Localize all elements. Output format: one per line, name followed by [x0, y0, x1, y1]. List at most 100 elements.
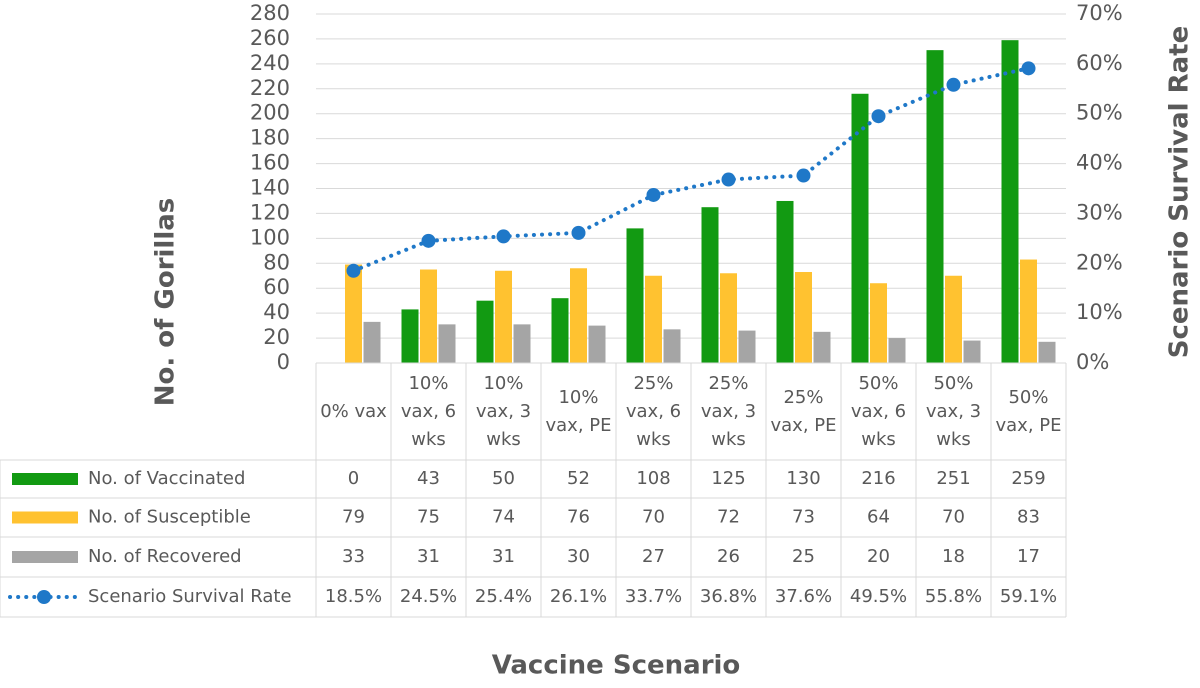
table-cell: 83 [1017, 507, 1040, 528]
bar [363, 321, 381, 363]
table-cell: 259 [1011, 468, 1045, 489]
category-cell: 10% vax, 3 wks [475, 372, 532, 450]
table-cell: 59.1% [1000, 586, 1057, 607]
table-cell: 26.1% [550, 586, 607, 607]
bar [888, 338, 906, 363]
bar [813, 331, 831, 363]
y-tick-label: 220 [250, 76, 290, 100]
y-tick-label: 60 [263, 275, 290, 299]
y-tick-label: 0 [277, 350, 290, 374]
x-tick-label: 10% vax, 3 wks [475, 372, 532, 450]
bar [570, 268, 587, 363]
bar [345, 264, 362, 363]
bar [1020, 259, 1037, 363]
bar [926, 50, 944, 364]
y2-tick-label: 40% [1076, 151, 1123, 175]
table-cell: 125 [711, 468, 745, 489]
table-cell: 31 [492, 546, 515, 567]
line-marker [1021, 61, 1036, 76]
x-tick-label: 25% vax, PE [770, 386, 837, 436]
bar [401, 309, 419, 363]
table-cell: 73 [792, 507, 815, 528]
y-tick-label: 240 [250, 51, 290, 75]
legend-label: No. of Vaccinated [88, 468, 245, 489]
table-cell: 24.5% [400, 586, 457, 607]
y2-tick-label: 70% [1076, 1, 1123, 25]
y2-tick-label: 60% [1076, 51, 1123, 75]
line-marker [346, 263, 361, 278]
legend-label: No. of Susceptible [88, 507, 251, 528]
bar [738, 330, 756, 363]
bar [1001, 40, 1019, 364]
y2-axis-title: Scenario Survival Rate [1165, 26, 1195, 358]
line-marker [571, 225, 586, 240]
bar [663, 329, 681, 363]
category-cell: 10% vax, PE [545, 386, 612, 436]
table-cell: 37.6% [775, 586, 832, 607]
bar [963, 340, 981, 363]
y-tick-label: 140 [250, 176, 290, 200]
x-tick-label: 50% vax, PE [995, 386, 1062, 436]
bar [420, 269, 437, 363]
table-cell: 20 [867, 546, 890, 567]
table-cell: 43 [417, 468, 440, 489]
bar [513, 324, 531, 363]
table-cell: 17 [1017, 546, 1040, 567]
y2-tick-label: 10% [1076, 300, 1123, 324]
legend-key [12, 551, 78, 563]
y2-tick-label: 50% [1076, 101, 1123, 125]
bar [495, 270, 512, 363]
y-tick-label: 180 [250, 126, 290, 150]
table-cell: 49.5% [850, 586, 907, 607]
line-marker [646, 187, 661, 202]
y-axis-title: No. of Gorillas [151, 198, 181, 407]
table-cell: 18.5% [325, 586, 382, 607]
bar [588, 325, 606, 363]
x-tick-label: 10% vax, 6 wks [400, 372, 457, 450]
x-tick-label: 10% vax, PE [545, 386, 612, 436]
category-cell: 25% vax, 3 wks [700, 372, 757, 450]
table-cell: 251 [936, 468, 970, 489]
table-cell: 130 [786, 468, 820, 489]
bar [851, 93, 869, 364]
y2-tick-label: 30% [1076, 200, 1123, 224]
bar [870, 283, 887, 363]
line-marker [496, 229, 511, 244]
legend-label: No. of Recovered [88, 546, 242, 567]
table-cell: 70 [642, 507, 665, 528]
table-cell: 79 [342, 507, 365, 528]
bar [795, 272, 812, 363]
bar [645, 275, 662, 363]
table-cell: 18 [942, 546, 965, 567]
table-cell: 50 [492, 468, 515, 489]
y2-tick-label: 20% [1076, 250, 1123, 274]
y-tick-label: 100 [250, 225, 290, 249]
line-marker [421, 233, 436, 248]
y-tick-label: 120 [250, 200, 290, 224]
category-cell: 25% vax, 6 wks [625, 372, 682, 450]
y-tick-label: 260 [250, 26, 290, 50]
table-cell: 72 [717, 507, 740, 528]
legend-key [12, 511, 78, 524]
bar [720, 273, 737, 363]
x-tick-label: 25% vax, 6 wks [625, 372, 682, 450]
line-marker [946, 77, 961, 92]
legend-key-marker [37, 590, 51, 604]
bar [476, 300, 494, 363]
table-cell: 36.8% [700, 586, 757, 607]
x-tick-label: 25% vax, 3 wks [700, 372, 757, 450]
table-cell: 216 [861, 468, 895, 489]
legend-key [12, 473, 78, 485]
table-cell: 52 [567, 468, 590, 489]
y-tick-label: 40 [263, 300, 290, 324]
table-cell: 25 [792, 546, 815, 567]
bar [626, 228, 644, 363]
bar [776, 200, 794, 363]
table-cell: 108 [636, 468, 670, 489]
y-tick-label: 20 [263, 325, 290, 349]
x-axis-title: Vaccine Scenario [492, 651, 741, 681]
y-tick-label: 80 [263, 250, 290, 274]
x-tick-label: 50% vax, 3 wks [925, 372, 982, 450]
bar [551, 298, 569, 363]
x-tick-label: 50% vax, 6 wks [850, 372, 907, 450]
